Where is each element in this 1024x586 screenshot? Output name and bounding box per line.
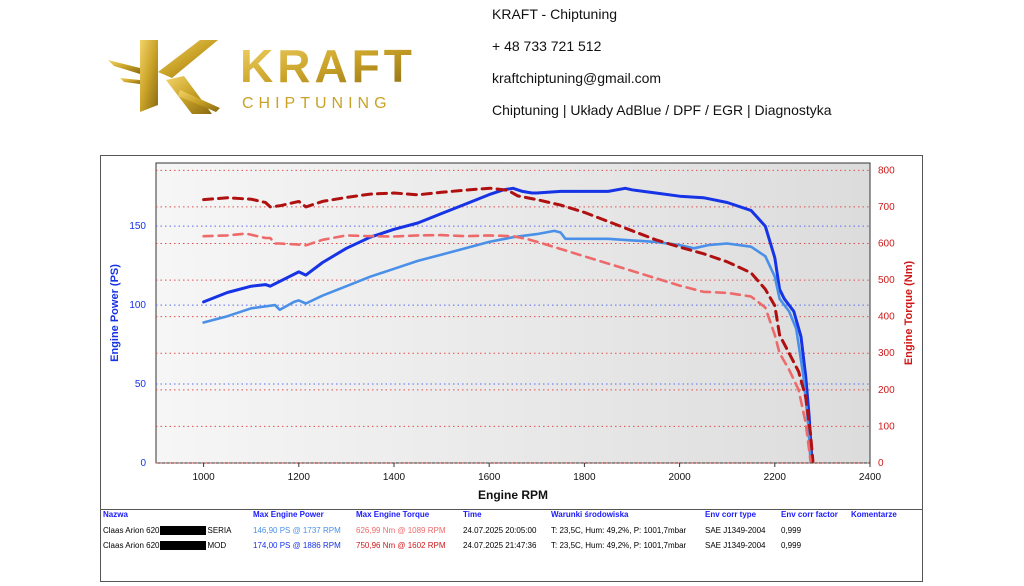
logo-mark-icon — [108, 40, 220, 114]
x-tick-label: 2000 — [668, 472, 691, 483]
services-line: Chiptuning | Układy AdBlue / DPF / EGR |… — [492, 102, 832, 118]
x-tick-label: 2400 — [859, 472, 882, 483]
row-env: T: 23,5C, Hum: 49,2%, P: 1001,7mbar — [551, 526, 687, 535]
x-tick-label: 1000 — [192, 472, 215, 483]
y-right-tick-label: 600 — [878, 238, 895, 249]
row-power: 174,00 PS @ 1886 RPM — [253, 541, 341, 550]
x-tick-label: 1600 — [478, 472, 501, 483]
row-torque: 750,96 Nm @ 1602 RPM — [356, 541, 446, 550]
row-power: 146,90 PS @ 1737 RPM — [253, 526, 341, 535]
brand-name: KRAFT — [240, 40, 416, 92]
dyno-chart: 0 50 100 150 0 100 200 300 400 500 600 700 800 1000 12… — [100, 155, 923, 510]
y-right-tick-label: 400 — [878, 312, 895, 323]
torque-mod-line — [202, 186, 815, 463]
row-time: 24.07.2025 20:05:00 — [463, 526, 537, 535]
col-header-torque: Max Engine Torque — [356, 510, 430, 519]
y-right-tick-label: 100 — [878, 421, 895, 432]
y-right-tick-label: 500 — [878, 275, 895, 286]
phone-line: + 48 733 721 512 — [492, 38, 602, 54]
x-tick-label: 1400 — [383, 472, 406, 483]
brand-sub: CHIPTUNING — [242, 95, 392, 112]
kraft-logo: KRAFT CHIPTUNING — [108, 40, 416, 114]
col-header-time: Time — [463, 510, 482, 519]
row-corr-factor: 0,999 — [781, 526, 802, 535]
row-corr-type: SAE J1349-2004 — [705, 541, 766, 550]
plot-area — [155, 162, 871, 464]
table-row: Claas Arion 620 MOD 174,00 PS @ 1886 RPM … — [101, 539, 924, 553]
col-header-corr-factor: Env corr factor — [781, 510, 838, 519]
y-left-tick-label: 150 — [129, 221, 146, 232]
col-header-corr-type: Env corr type — [705, 510, 757, 519]
email-line: kraftchiptuning@gmail.com — [492, 70, 662, 86]
y-right-axis-title: Engine Torque (Nm) — [903, 261, 915, 366]
row-corr-type: SAE J1349-2004 — [705, 526, 766, 535]
row-torque: 626,99 Nm @ 1089 RPM — [356, 526, 446, 535]
col-header-name: Nazwa — [103, 510, 128, 519]
x-tick-label: 2200 — [764, 472, 787, 483]
col-header-comments: Komentarze — [851, 510, 897, 519]
row-name: Claas Arion 620 SERIA — [103, 526, 232, 536]
power-stock-line — [202, 229, 812, 462]
power-mod-line — [202, 186, 814, 462]
x-tick-label: 1800 — [573, 472, 596, 483]
y-right-tick-label: 800 — [878, 165, 895, 176]
row-corr-factor: 0,999 — [781, 541, 802, 550]
row-time: 24.07.2025 21:47:36 — [463, 541, 537, 550]
company-line: KRAFT - Chiptuning — [492, 6, 618, 22]
row-env: T: 23,5C, Hum: 49,2%, P: 1001,7mbar — [551, 541, 687, 550]
y-right-tick-label: 200 — [878, 385, 895, 396]
redaction-bar — [160, 541, 207, 551]
contact-block: KRAFT - Chiptuning + 48 733 721 512 kraf… — [492, 6, 832, 134]
table-header-row: Nazwa Max Engine Power Max Engine Torque… — [101, 508, 924, 522]
y-left-tick-label: 100 — [129, 300, 146, 311]
y-right-tick-label: 0 — [878, 458, 884, 469]
torque-stock-line — [202, 232, 812, 463]
y-left-axis-title: Engine Power (PS) — [109, 264, 121, 362]
col-header-env: Warunki środowiska — [551, 510, 629, 519]
y-right-tick-label: 700 — [878, 202, 895, 213]
y-right-tick-label: 300 — [878, 348, 895, 359]
results-table: Nazwa Max Engine Power Max Engine Torque… — [100, 508, 923, 582]
y-left-tick-label: 50 — [135, 379, 147, 390]
x-axis-title: Engine RPM — [478, 488, 548, 502]
row-name: Claas Arion 620 MOD — [103, 541, 227, 551]
table-row: Claas Arion 620 SERIA 146,90 PS @ 1737 RP… — [101, 524, 924, 538]
col-header-power: Max Engine Power — [253, 510, 324, 519]
y-left-tick-label: 0 — [140, 458, 146, 469]
x-tick-label: 1200 — [288, 472, 311, 483]
dyno-chart-frame: 0 50 100 150 0 100 200 300 400 500 600 700 800 1000 12… — [100, 155, 923, 510]
redaction-bar — [160, 526, 207, 536]
